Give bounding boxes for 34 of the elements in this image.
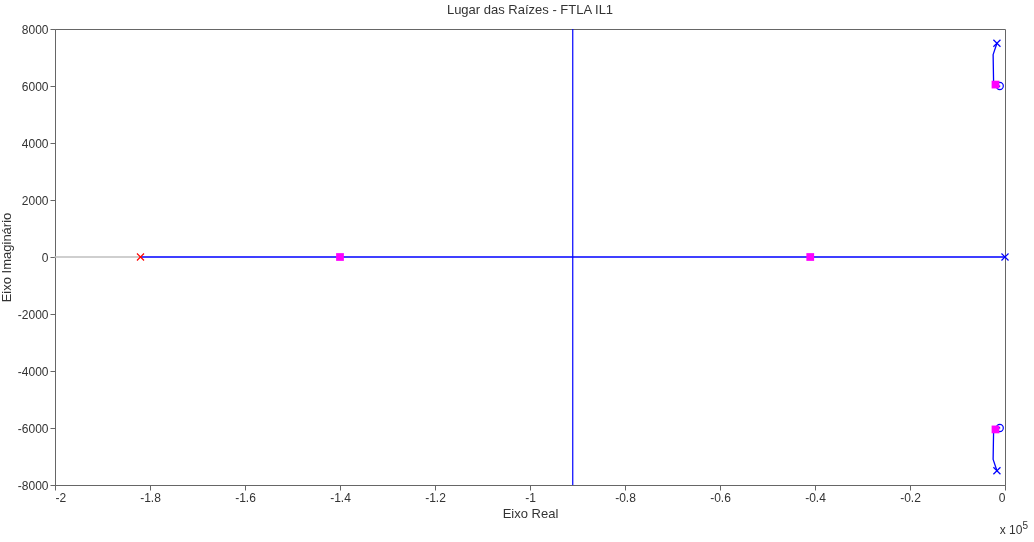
x-tick-label: -1.6 [235, 490, 257, 505]
x-tick-label: -1.8 [140, 490, 162, 505]
y-tick-label: -4000 [17, 364, 49, 379]
y-tick-label: 6000 [21, 79, 49, 94]
x-tick-label: -0.8 [615, 490, 637, 505]
chart-title: Lugar das Raízes - FTLA IL1 [446, 2, 614, 17]
x-tick-label: -2 [55, 490, 67, 505]
point [336, 253, 344, 261]
y-tick-label: -8000 [17, 478, 49, 493]
line-series [992, 42, 1001, 89]
point [1000, 252, 1010, 262]
point [995, 81, 1004, 91]
x-tick-label: 0 [998, 490, 1006, 505]
y-tick-label: 8000 [21, 22, 49, 37]
point [136, 252, 145, 262]
x-tick-label: -0.4 [805, 490, 827, 505]
x-tick-label: -1 [525, 490, 537, 505]
x-tick-label: -0.6 [710, 490, 732, 505]
point [992, 466, 1002, 475]
point [995, 423, 1004, 433]
y-tick-label: -2000 [17, 307, 49, 322]
point [992, 39, 1002, 48]
y-tick-label: -6000 [17, 421, 49, 436]
text: x 10$^{5}$ [999, 520, 1028, 537]
x-tick-label: -1.4 [330, 490, 352, 505]
point [806, 253, 815, 261]
line-series [992, 425, 1001, 472]
y-tick-label: 2000 [21, 193, 49, 208]
x-axis-title: Eixo Real [502, 505, 559, 521]
x-tick-label: -1.2 [425, 490, 447, 505]
y-tick-label: 0 [41, 250, 49, 265]
y-tick-label: 4000 [21, 136, 49, 151]
y-axis-title: Eixo Imaginário [0, 212, 14, 303]
x-tick-label: -0.2 [900, 490, 922, 505]
